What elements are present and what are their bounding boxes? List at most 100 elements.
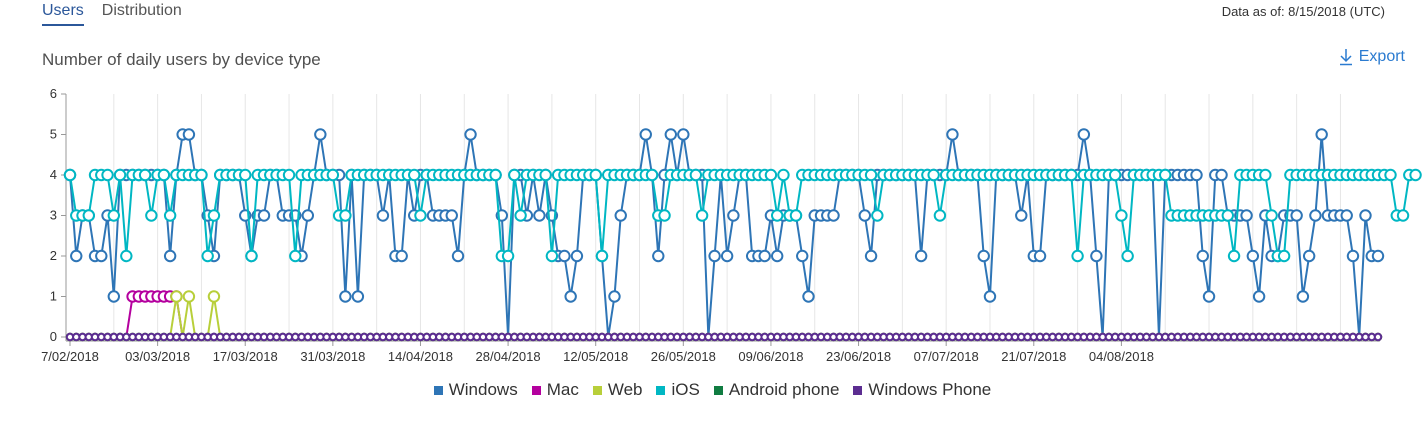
legend-label: Mac xyxy=(546,380,579,399)
data-point xyxy=(95,249,108,263)
data-point xyxy=(777,168,790,182)
legend-label: Web xyxy=(607,380,643,399)
data-point xyxy=(113,168,127,182)
legend-item[interactable]: Mac xyxy=(531,380,579,400)
legend-item[interactable]: Android phone xyxy=(713,380,840,400)
data-point xyxy=(533,209,546,222)
data-point xyxy=(138,168,152,182)
data-point xyxy=(314,128,327,141)
legend-item[interactable]: Windows Phone xyxy=(853,380,991,400)
data-point xyxy=(589,168,602,182)
data-point xyxy=(539,168,552,182)
series-line xyxy=(70,295,1378,338)
data-point xyxy=(1071,249,1084,263)
data-point xyxy=(614,209,627,222)
data-point xyxy=(1346,249,1360,263)
export-label: Export xyxy=(1358,48,1405,65)
export-button[interactable]: Export xyxy=(1339,48,1405,66)
data-point xyxy=(70,249,83,263)
x-tick-label: 04/08/2018 xyxy=(1089,349,1154,364)
x-tick-label: 07/07/2018 xyxy=(914,349,979,364)
data-point xyxy=(101,168,114,182)
data-point xyxy=(658,209,671,222)
data-point xyxy=(63,168,77,182)
series-line xyxy=(69,133,1378,338)
data-point xyxy=(645,168,659,182)
data-point xyxy=(464,128,477,141)
data-point xyxy=(145,209,158,222)
data-point xyxy=(82,209,95,222)
data-point xyxy=(770,249,784,263)
daily-users-line-chart: 0 1 2 3 4 5 6 7/02/2018 03/03/2018 17/03/2018 31/0… xyxy=(41,86,1422,364)
data-point xyxy=(1108,168,1122,182)
data-point xyxy=(508,168,521,182)
data-point xyxy=(564,290,577,303)
data-point xyxy=(182,128,196,141)
x-tick-label: 17/03/2018 xyxy=(213,349,278,364)
data-point xyxy=(376,209,390,222)
data-point xyxy=(339,209,352,222)
data-point xyxy=(489,168,502,182)
data-point xyxy=(239,168,252,182)
data-point xyxy=(395,249,408,263)
data-point xyxy=(677,128,690,141)
data-point xyxy=(796,249,809,263)
data-point xyxy=(163,249,177,263)
legend-swatch xyxy=(592,385,602,395)
data-point xyxy=(445,209,458,222)
x-tick-label: 26/05/2018 xyxy=(651,349,716,364)
data-point xyxy=(1121,249,1134,263)
legend-label: Windows Phone xyxy=(868,380,992,399)
tab-bar: Users Distribution xyxy=(42,0,182,28)
data-point xyxy=(764,168,778,182)
data-point xyxy=(107,209,121,222)
data-point xyxy=(1190,168,1203,182)
legend-label: iOS xyxy=(671,380,700,399)
data-point xyxy=(720,249,734,263)
y-tick-label: 1 xyxy=(50,289,57,304)
x-tick-label: 14/04/2018 xyxy=(388,349,453,364)
x-tick-label: 21/07/2018 xyxy=(1001,349,1066,364)
data-point xyxy=(1296,290,1310,303)
data-point xyxy=(977,249,990,263)
data-point xyxy=(864,249,878,263)
data-point xyxy=(289,249,302,263)
legend-item[interactable]: Web xyxy=(592,380,643,400)
data-point xyxy=(1015,209,1028,222)
data-point xyxy=(1277,249,1291,263)
data-point xyxy=(914,249,928,263)
data-point xyxy=(514,209,527,222)
legend-item[interactable]: Windows xyxy=(433,380,518,400)
data-point xyxy=(758,249,771,263)
data-point xyxy=(326,168,340,182)
data-point xyxy=(1315,128,1328,141)
series-ios xyxy=(63,168,1422,263)
data-point xyxy=(689,168,703,182)
chart-title: Number of daily users by device type xyxy=(42,50,321,69)
data-point xyxy=(201,249,214,263)
tab-users[interactable]: Users xyxy=(42,0,84,28)
data-point xyxy=(1159,168,1172,182)
y-tick-label: 3 xyxy=(50,208,57,223)
data-point xyxy=(414,209,427,222)
legend-label: Android phone xyxy=(728,380,840,399)
data-point xyxy=(1396,209,1410,222)
legend-item[interactable]: iOS xyxy=(656,380,700,400)
y-tick-label: 0 xyxy=(50,329,57,344)
data-point xyxy=(1290,209,1303,222)
tab-distribution[interactable]: Distribution xyxy=(101,2,182,19)
series-windows xyxy=(63,128,1385,342)
data-point xyxy=(1215,168,1228,182)
data-point xyxy=(558,249,571,263)
data-point xyxy=(871,209,884,222)
data-point xyxy=(1259,168,1272,182)
data-point xyxy=(408,168,421,182)
data-point xyxy=(1033,249,1047,263)
data-point xyxy=(595,249,609,263)
data-point xyxy=(1302,249,1316,263)
x-tick-label: 28/04/2018 xyxy=(476,349,541,364)
data-point xyxy=(1196,249,1209,263)
data-point xyxy=(351,290,365,303)
data-point xyxy=(1371,249,1385,263)
data-point xyxy=(864,168,878,182)
